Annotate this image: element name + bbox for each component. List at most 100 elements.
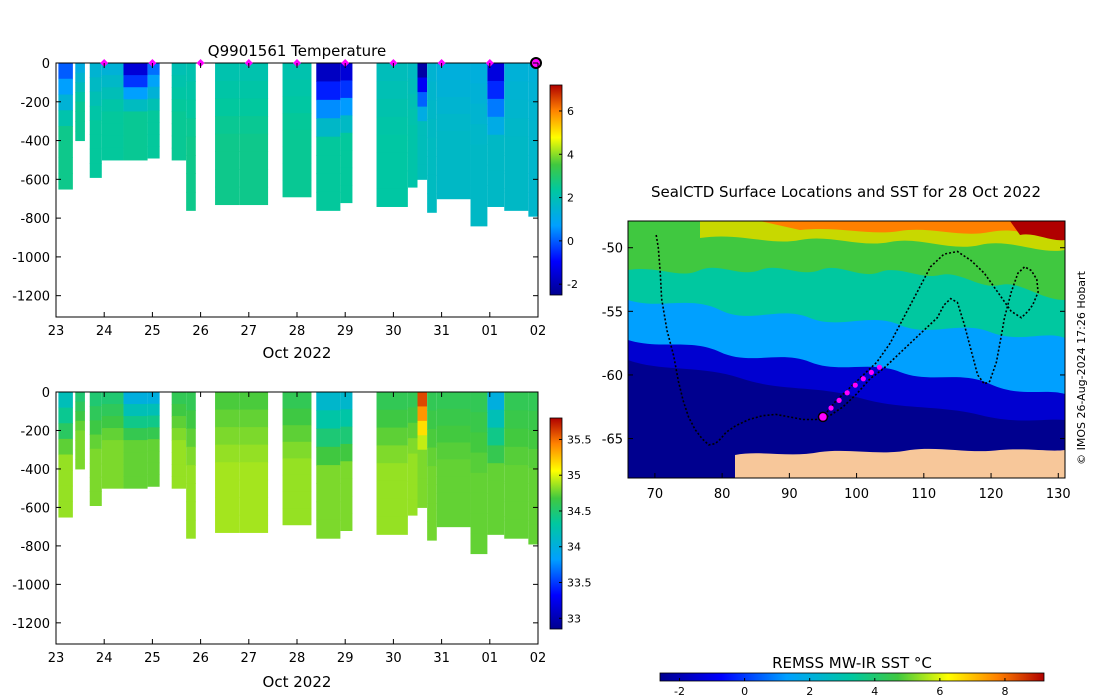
profile-cell <box>487 409 505 429</box>
profile-cell <box>215 479 240 498</box>
profile-cell <box>407 140 418 157</box>
profile-cell <box>282 96 312 114</box>
profile-cell <box>123 476 148 489</box>
profile-cell <box>186 428 196 448</box>
profile-cell <box>186 483 196 503</box>
profile-cell <box>239 116 269 135</box>
profile-cell <box>123 464 148 477</box>
colorbar-tick-label: 0 <box>567 235 574 248</box>
profile-cell <box>147 415 160 428</box>
profile-cell <box>427 410 437 430</box>
x-tick-label: 02 <box>530 324 547 339</box>
profile-cell <box>340 167 353 186</box>
y-tick-label: -800 <box>20 540 50 555</box>
x-tick-label: 29 <box>337 324 354 339</box>
profile-cell <box>427 174 437 195</box>
map-axes-frame <box>627 220 1066 479</box>
colorbar-tick-label: 2 <box>567 192 574 205</box>
profile-cell <box>407 171 418 188</box>
profile-cell <box>147 74 160 88</box>
y-tick-label: -600 <box>20 173 50 188</box>
recent-location-point <box>868 369 874 376</box>
profile-cell <box>376 188 408 207</box>
profile-cell <box>436 392 471 410</box>
profile-cell <box>58 78 73 96</box>
map-x-tick-label: 70 <box>647 487 664 502</box>
profile-cell <box>340 115 353 134</box>
profile-cell <box>282 392 312 410</box>
profile-cell <box>316 173 341 193</box>
profile-cell <box>123 404 148 417</box>
profile-cell <box>239 444 269 463</box>
profile-cell <box>58 501 73 518</box>
profile-cell <box>123 135 148 149</box>
map-x-tick-label: 110 <box>911 487 936 502</box>
profile-cell <box>215 186 240 206</box>
profile-cell <box>487 463 505 482</box>
profile-cell <box>101 87 124 100</box>
profile-cell <box>470 432 488 454</box>
copyright-footnote: © IMOS 26-Aug-2024 17:26 Hobart <box>1075 270 1088 464</box>
profile-cell <box>239 169 269 188</box>
profile-cell <box>75 449 85 460</box>
profile-cell <box>487 516 505 535</box>
profile-cell <box>407 156 418 173</box>
sst-colorbar <box>659 672 1045 682</box>
profile-cell <box>376 80 408 100</box>
sst-colorbar-tick-label: 2 <box>806 685 813 698</box>
profile-cell <box>58 485 73 502</box>
profile-cell <box>171 452 187 465</box>
profile-cell <box>528 524 538 545</box>
sst-colorbar-tick-label: 0 <box>741 685 748 698</box>
map-x-tick-label: 100 <box>844 487 869 502</box>
profile-cell <box>340 132 353 151</box>
profile-cell <box>239 98 269 117</box>
profile-cell <box>487 63 505 82</box>
profile-cell <box>186 99 196 119</box>
recent-location-point <box>844 390 850 396</box>
profile-cell <box>123 75 148 88</box>
profile-cell <box>123 123 148 137</box>
x-tick-label: 28 <box>289 324 306 339</box>
map-y-tick-label: -65 <box>602 433 623 448</box>
profile-cell <box>75 430 85 441</box>
profile-cell <box>171 75 187 88</box>
profile-cell <box>376 409 408 429</box>
profile-cell <box>171 111 187 125</box>
profile-cell <box>340 80 353 99</box>
salinity-x-label: Oct 2022 <box>263 673 332 691</box>
profile-cell <box>340 97 353 116</box>
x-tick-label: 27 <box>241 324 258 339</box>
profile-cell <box>89 105 102 121</box>
profile-cell <box>171 464 187 477</box>
profile-cell <box>147 427 160 440</box>
profile-cell <box>427 484 437 504</box>
x-tick-label: 27 <box>241 651 258 666</box>
profile-cell <box>101 452 124 465</box>
profile-cell <box>316 191 341 211</box>
profile-cell <box>316 410 341 430</box>
profile-cell <box>123 428 148 441</box>
profile-cell <box>89 477 102 492</box>
profile-cell <box>239 462 269 481</box>
profile-cell <box>417 92 428 108</box>
profile-cell <box>215 63 240 82</box>
profile-cell <box>417 77 428 93</box>
profile-cell <box>470 205 488 227</box>
profile-cell <box>340 150 353 169</box>
profile-cell <box>504 191 529 211</box>
profile-cell <box>436 130 471 149</box>
profile-cell <box>147 439 160 452</box>
x-tick-label: 01 <box>482 324 499 339</box>
profile-cell <box>427 447 437 467</box>
profile-cell <box>215 514 240 533</box>
profile-cell <box>407 484 418 501</box>
profile-cell <box>470 164 488 186</box>
profile-cell <box>470 412 488 433</box>
profile-cell <box>101 75 124 88</box>
profile-cell <box>215 444 240 463</box>
profile-cell <box>215 409 240 428</box>
profile-cell <box>282 163 312 181</box>
profile-cell <box>186 136 196 156</box>
profile-cell <box>147 450 160 464</box>
